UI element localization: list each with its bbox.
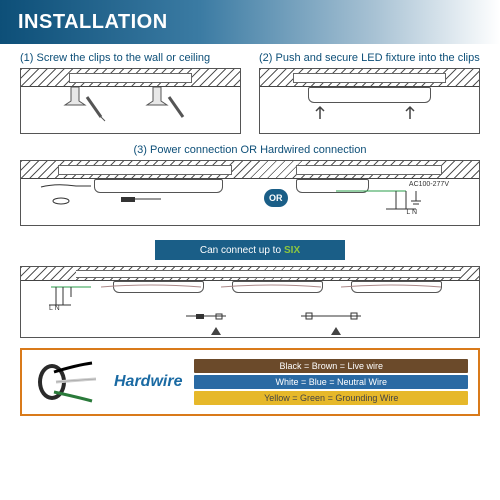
hatch-cutout [69, 73, 192, 83]
header: INSTALLATION [0, 0, 500, 44]
page-title: INSTALLATION [18, 11, 168, 34]
step-3-label: (3) Power connection OR Hardwired connec… [0, 144, 500, 156]
arrow-up-2 [331, 327, 341, 335]
hardwire-box: Hardwire Black = Brown = Live wire White… [20, 348, 480, 416]
arrow-up-1 [211, 327, 221, 335]
step-1: (1) Screw the clips to the wall or ceili… [20, 52, 241, 134]
steps-1-2-row: (1) Screw the clips to the wall or ceili… [0, 44, 500, 134]
step-3-diagram: OR AC100-277V L N [20, 160, 480, 226]
legend-live: Black = Brown = Live wire [194, 359, 468, 373]
connector-part-2 [301, 311, 371, 323]
cable-icon [32, 355, 102, 409]
multi-wire-svg [21, 267, 479, 337]
legend-ground: Yellow = Green = Grounding Wire [194, 391, 468, 405]
connector-part-1 [186, 311, 236, 323]
ln-label: L N [406, 209, 417, 216]
banner-highlight: SIX [284, 245, 300, 256]
step-1-diagram [20, 68, 241, 134]
step-2-label: (2) Push and secure LED fixture into the… [259, 52, 480, 64]
step-1-label: (1) Screw the clips to the wall or ceili… [20, 52, 241, 64]
hardwire-label: Hardwire [114, 373, 182, 391]
ln-label-2: L N [49, 305, 60, 312]
legend-neutral: White = Blue = Neutral Wire [194, 375, 468, 389]
banner-text: Can connect up to [200, 245, 281, 256]
multi-connect-diagram: L N [20, 266, 480, 338]
or-badge: OR [264, 189, 288, 207]
step-2: (2) Push and secure LED fixture into the… [259, 52, 480, 134]
color-legend: Black = Brown = Live wire White = Blue =… [194, 359, 468, 405]
connect-banner: Can connect up to SIX [155, 240, 345, 260]
arrows-svg [260, 69, 479, 133]
step-2-diagram [259, 68, 480, 134]
